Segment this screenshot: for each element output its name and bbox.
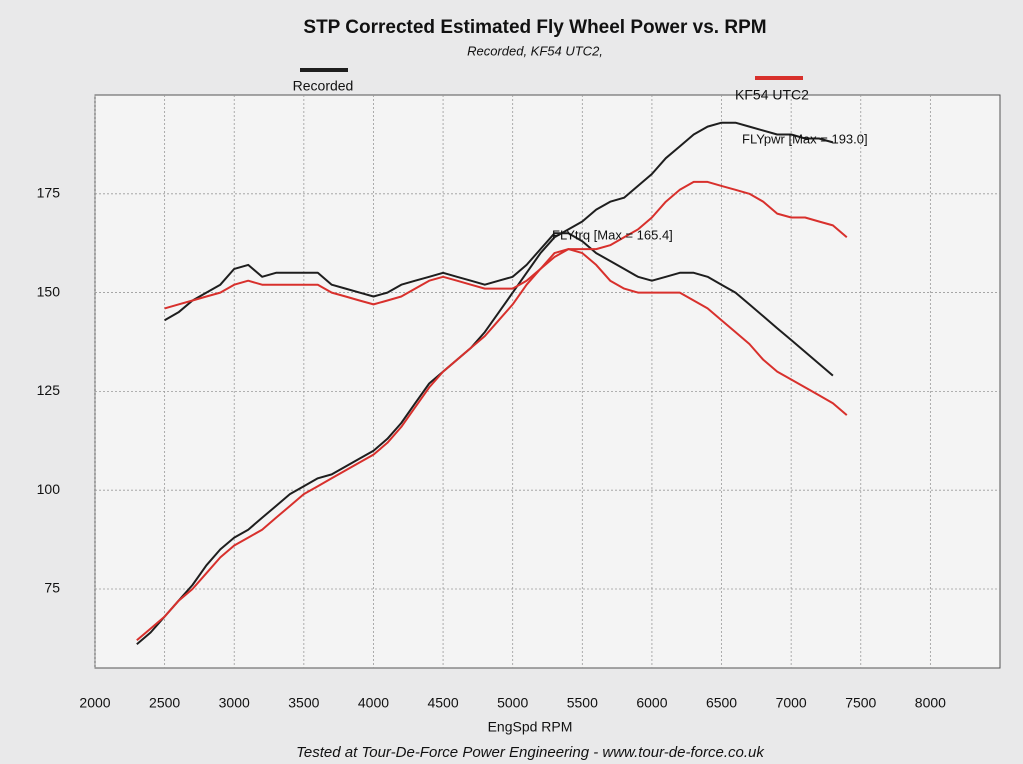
footer: Tested at Tour-De-Force Power Engineerin… — [296, 744, 765, 761]
x-tick-label: 8000 — [915, 695, 946, 711]
y-tick-label: 75 — [44, 580, 60, 596]
series-line — [164, 232, 834, 377]
series-line — [136, 121, 834, 646]
x-axis-label: EngSpd RPM — [488, 719, 573, 735]
chart-title: STP Corrected Estimated Fly Wheel Power … — [303, 17, 766, 38]
annotation: FLYpwr [Max = 193.0] — [742, 131, 868, 146]
x-tick-label: 2000 — [79, 695, 110, 711]
x-tick-label: 2500 — [149, 695, 180, 711]
y-tick-label: 150 — [37, 283, 61, 299]
x-tick-label: 3500 — [288, 695, 319, 711]
x-tick-label: 6000 — [636, 695, 667, 711]
x-tick-label: 3000 — [219, 695, 250, 711]
y-tick-label: 100 — [37, 481, 61, 497]
x-tick-label: 4000 — [358, 695, 389, 711]
chart-subtitle: Recorded, KF54 UTC2, — [467, 43, 603, 58]
x-tick-label: 5500 — [567, 695, 598, 711]
y-tick-label: 175 — [37, 184, 61, 200]
x-tick-label: 5000 — [497, 695, 528, 711]
x-tick-label: 7000 — [776, 695, 807, 711]
y-tick-label: 125 — [37, 382, 61, 398]
legend-label: KF54 UTC2 — [735, 87, 809, 103]
legend-label: Recorded — [293, 78, 354, 94]
x-tick-label: 4500 — [427, 695, 458, 711]
plot-area — [94, 94, 1001, 669]
series-line — [136, 180, 848, 642]
x-tick-label: 6500 — [706, 695, 737, 711]
x-tick-label: 7500 — [845, 695, 876, 711]
annotation: FLYtrq [Max = 165.4] — [552, 227, 673, 242]
series-line — [164, 248, 848, 416]
